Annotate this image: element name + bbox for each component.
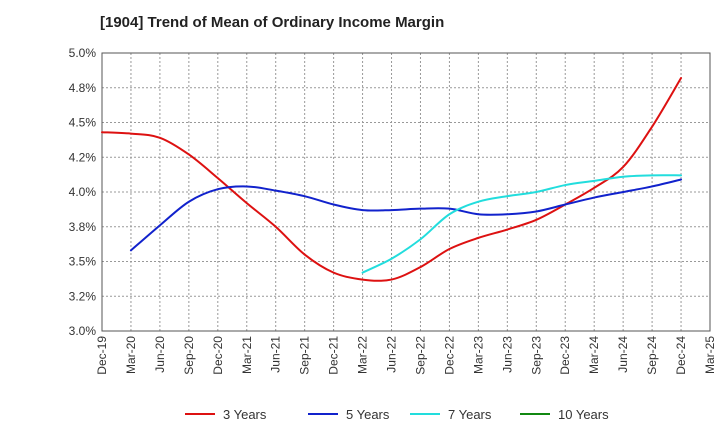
series-layer: [101, 77, 683, 282]
x-tick-label: Jun-24: [616, 336, 630, 373]
x-tick-label: Jun-23: [500, 336, 514, 373]
x-tick-label: Sep-20: [182, 336, 196, 375]
y-tick-label: 3.2%: [69, 289, 97, 303]
series-line-3: [361, 174, 683, 274]
x-tick-label: Sep-21: [298, 336, 312, 375]
x-tick-label: Dec-21: [327, 336, 341, 375]
y-tick-label: 4.5%: [69, 116, 97, 130]
x-tick-label: Mar-25: [703, 336, 717, 374]
legend-label: 5 Years: [346, 407, 390, 422]
x-tick-label: Sep-23: [529, 336, 543, 375]
x-tick-label: Mar-22: [356, 336, 370, 374]
legend-label: 10 Years: [558, 407, 609, 422]
series-line-2: [129, 178, 683, 252]
series-line-1: [101, 77, 683, 282]
x-tick-label: Jun-21: [269, 336, 283, 373]
y-tick-label: 3.0%: [69, 324, 97, 338]
x-tick-label: Dec-23: [558, 336, 572, 375]
x-tick-label: Mar-20: [124, 336, 138, 374]
x-tick-label: Dec-20: [211, 336, 225, 375]
legend: 3 Years 5 Years 7 Years 10 Years: [185, 407, 609, 422]
y-tick-label: 4.8%: [69, 81, 97, 95]
x-tick-label: Dec-19: [95, 336, 109, 375]
axis-layer: 3.0% 3.2% 3.5% 3.8% 4.0% 4.2% 4.5% 4.8% 5.0% Dec-…: [69, 46, 717, 375]
legend-label: 3 Years: [223, 407, 267, 422]
chart-title: [1904] Trend of Mean of Ordinary Income …: [100, 14, 445, 31]
x-tick-label: Dec-24: [674, 336, 688, 375]
y-tick-label: 3.8%: [69, 220, 97, 234]
y-tick-label: 3.5%: [69, 255, 97, 269]
y-tick-label: 4.2%: [69, 150, 97, 164]
y-tick-label: 5.0%: [69, 46, 97, 60]
x-tick-label: Sep-22: [413, 336, 427, 375]
legend-label: 7 Years: [448, 407, 492, 422]
x-tick-label: Jun-20: [153, 336, 167, 373]
x-tick-label: Jun-22: [385, 336, 399, 373]
x-tick-label: Mar-24: [587, 336, 601, 374]
plot-border: [101, 52, 711, 332]
x-tick-label: Mar-21: [240, 336, 254, 374]
y-tick-label: 4.0%: [69, 185, 97, 199]
x-tick-label: Mar-23: [471, 336, 485, 374]
x-tick-label: Dec-22: [442, 336, 456, 375]
x-tick-label: Sep-24: [645, 336, 659, 375]
